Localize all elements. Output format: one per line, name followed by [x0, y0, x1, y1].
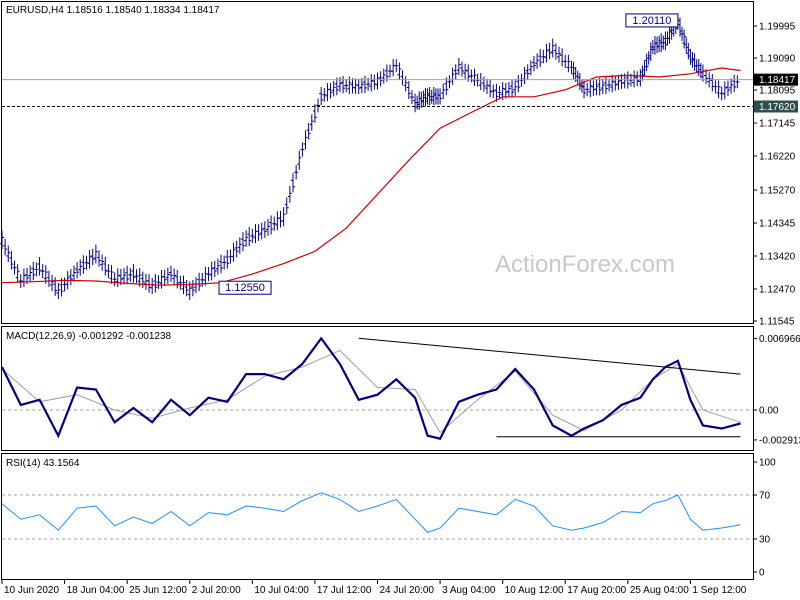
macd-trendline — [358, 337, 741, 375]
main-y-tick-label: 1.18095 — [759, 86, 796, 97]
rsi-y-tick-label: 0 — [759, 568, 765, 579]
x-tick-label: 25 Jun 12:00 — [129, 585, 187, 596]
x-tick-label: 17 Aug 20:00 — [567, 585, 626, 596]
support-price-tag-bg — [754, 100, 798, 113]
macd-y-tick-label: 0.006966 — [759, 334, 800, 345]
main-y-tick-label: 1.19995 — [759, 22, 796, 33]
rsi-line — [1, 492, 741, 533]
main-layer: 1.20110 1.12550 — [0, 13, 753, 300]
x-tick-label: 18 Jun 04:00 — [67, 585, 125, 596]
main-y-tick-label: 1.15270 — [759, 186, 796, 197]
moving-average-line — [1, 67, 741, 286]
macd-pane — [1, 326, 754, 451]
macd-legend: MACD(12,26,9) -0.001292 -0.001238 — [6, 331, 172, 342]
x-tick-label: 10 Jun 2020 — [4, 585, 59, 596]
rsi-legend: RSI(14) 43.1564 — [6, 458, 80, 469]
annotation-label: 1.20110 — [632, 15, 671, 27]
macd-line — [1, 336, 741, 440]
main-y-tick-label: 1.17145 — [759, 119, 796, 130]
current-price-tag-bg — [754, 73, 798, 86]
rsi-layer — [1, 492, 753, 540]
main-y-tick-label: 1.16220 — [759, 152, 796, 163]
main-y-tick-label: 1.14345 — [759, 219, 796, 230]
x-tick-label: 25 Aug 04:00 — [630, 585, 689, 596]
x-tick-label: 24 Jul 20:00 — [380, 585, 435, 596]
x-tick-label: 17 Jul 12:00 — [317, 585, 372, 596]
x-tick-label: 3 Aug 04:00 — [442, 585, 496, 596]
x-tick-label: 2 Jul 20:00 — [192, 585, 241, 596]
annotation-box — [218, 280, 272, 295]
main-y-tick-label: 1.13420 — [759, 252, 796, 263]
rsi-y-tick-label: 70 — [759, 491, 771, 502]
rsi-pane — [1, 453, 754, 580]
rsi-y-tick-label: 30 — [759, 535, 771, 546]
annotation-box — [625, 13, 679, 28]
main-y-tick-label: 1.11545 — [759, 317, 795, 328]
price-annotation: 1.20110 — [625, 13, 679, 28]
current-price-tag: 1.18417 — [754, 73, 798, 86]
main-y-tick-label: 1.19090 — [759, 54, 796, 65]
macd-y-tick-label: -0.002913 — [759, 435, 800, 446]
macd-y-tick-label: 0.00 — [759, 406, 779, 417]
support-price-tag-label: 1.17620 — [759, 102, 796, 113]
macd-layer — [1, 336, 753, 440]
x-tick-label: 10 Jul 04:00 — [254, 585, 309, 596]
main-y-tick-label: 1.12470 — [759, 285, 796, 296]
price-annotation: 1.12550 — [218, 280, 272, 295]
rsi-y-tick-label: 100 — [759, 458, 776, 469]
watermark: ActionForex.com — [495, 251, 675, 278]
support-price-tag: 1.17620 — [754, 100, 798, 113]
annotation-label: 1.12550 — [225, 282, 265, 294]
x-tick-label: 1 Sep 12:00 — [692, 585, 746, 596]
axis-layer: 1.19995 1.19090 1.18095 1.17145 1.16220 1.152… — [1, 22, 800, 596]
macd-signal-line — [1, 350, 741, 434]
current-price-tag-label: 1.18417 — [759, 75, 796, 86]
main-legend: EURUSD,H4 1.18516 1.18540 1.18334 1.1841… — [6, 5, 220, 16]
x-tick-label: 10 Aug 12:00 — [505, 585, 564, 596]
